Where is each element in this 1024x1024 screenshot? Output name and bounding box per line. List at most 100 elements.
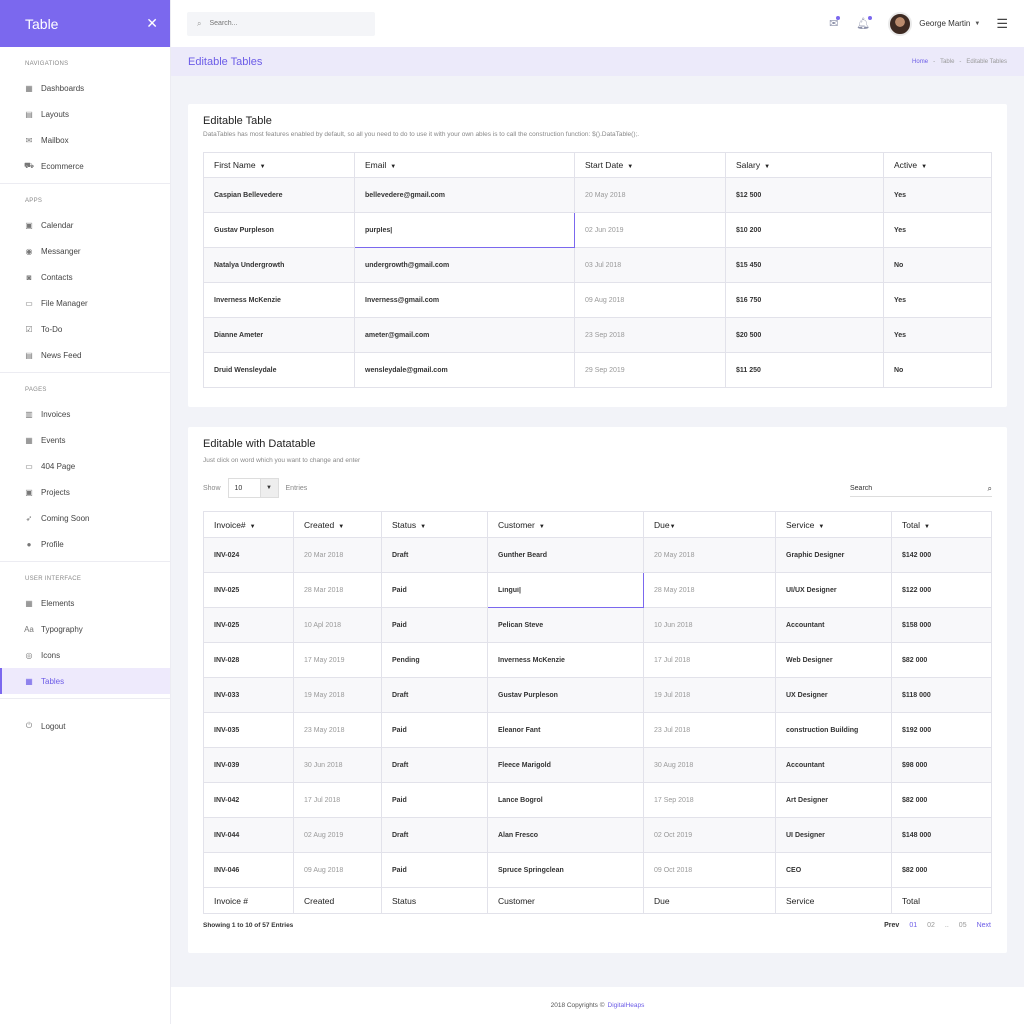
column-header[interactable]: Invoice# ▼ [203, 511, 294, 538]
table-cell[interactable]: INV-025 [203, 572, 294, 608]
table-cell[interactable]: $82 000 [891, 782, 992, 818]
table-cell[interactable]: 17 Sep 2018 [643, 782, 776, 818]
table-cell[interactable]: Yes [883, 317, 992, 353]
table-cell[interactable]: 09 Oct 2018 [643, 852, 776, 888]
table-cell[interactable]: INV-028 [203, 642, 294, 678]
sidebar-item-to-do[interactable]: ☑ To-Do [0, 316, 170, 342]
table-cell[interactable]: $82 000 [891, 852, 992, 888]
table-cell[interactable]: UI Designer [775, 817, 892, 853]
column-header[interactable]: Start Date ▼ [574, 152, 726, 178]
table-cell[interactable]: INV-035 [203, 712, 294, 748]
page-button[interactable]: 05 [958, 922, 967, 929]
table-cell[interactable]: bellevedere@gmail.com [354, 177, 575, 213]
table-cell[interactable]: 23 Jul 2018 [643, 712, 776, 748]
table-cell[interactable]: wensleydale@gmail.com [354, 352, 575, 388]
column-header[interactable]: Due▼ [643, 511, 776, 538]
prev-page-button[interactable]: Prev [884, 922, 900, 929]
collapse-icon[interactable]: ✕ [146, 15, 158, 31]
table-cell[interactable]: No [883, 247, 992, 283]
table-cell[interactable]: $122 000 [891, 572, 992, 608]
breadcrumb-section[interactable]: Table [940, 58, 955, 65]
table-cell[interactable]: 17 Jul 2018 [293, 782, 382, 818]
sidebar-item-icons[interactable]: ◎ Icons [0, 642, 170, 668]
table-cell[interactable]: Yes [883, 282, 992, 318]
column-header[interactable]: First Name ▼ [203, 152, 355, 178]
table-cell[interactable]: $82 000 [891, 642, 992, 678]
page-button[interactable]: 02 [927, 922, 935, 929]
table-cell[interactable]: Draft [381, 537, 488, 573]
sidebar-item-coming-soon[interactable]: ➶ Coming Soon [0, 505, 170, 531]
table-cell[interactable]: $148 000 [891, 817, 992, 853]
sidebar-item-elements[interactable]: ▦ Elements [0, 590, 170, 616]
table-cell[interactable]: INV-025 [203, 607, 294, 643]
mail-notification-icon[interactable]: ✉ [829, 16, 841, 30]
table-cell[interactable]: ameter@gmail.com [354, 317, 575, 353]
table-cell[interactable]: $118 000 [891, 677, 992, 713]
table-cell[interactable]: 19 Jul 2018 [643, 677, 776, 713]
sidebar-item-calendar[interactable]: ▣ Calendar [0, 212, 170, 238]
column-header[interactable]: Active ▼ [883, 152, 992, 178]
table-cell[interactable]: INV-039 [203, 747, 294, 783]
column-header[interactable]: Status ▼ [381, 511, 488, 538]
sidebar-item-invoices[interactable]: ▥ Invoices [0, 401, 170, 427]
table-cell[interactable]: 02 Aug 2019 [293, 817, 382, 853]
table-cell[interactable]: 09 Aug 2018 [574, 282, 726, 318]
table-cell[interactable]: UX Designer [775, 677, 892, 713]
sidebar-item-news-feed[interactable]: ▤ News Feed [0, 342, 170, 368]
sidebar-item-logout[interactable]: ⏻ Logout [0, 713, 170, 739]
table-cell[interactable]: Yes [883, 177, 992, 213]
column-header[interactable]: Total ▼ [891, 511, 992, 538]
sidebar-item-messanger[interactable]: ◉ Messanger [0, 238, 170, 264]
search-icon[interactable]: ⌕ [987, 483, 992, 493]
table-cell[interactable]: Lance Bogrol [487, 782, 644, 818]
next-page-button[interactable]: Next [976, 922, 991, 929]
cell-edit-input[interactable] [365, 226, 574, 234]
table-cell[interactable]: 10 Jun 2018 [643, 607, 776, 643]
menu-icon[interactable]: ☰ [996, 15, 1008, 31]
table-cell[interactable]: Yes [883, 212, 992, 248]
table-cell[interactable]: CEO [775, 852, 892, 888]
table-cell[interactable]: Druid Wensleydale [203, 352, 355, 388]
entries-select[interactable]: 10 ▼ [227, 478, 279, 498]
sidebar-item-file-manager[interactable]: ▭ File Manager [0, 290, 170, 316]
table-cell[interactable]: Draft [381, 677, 488, 713]
table-cell[interactable]: Caspian Bellevedere [203, 177, 355, 213]
table-cell[interactable]: Pending [381, 642, 488, 678]
sidebar-item-profile[interactable]: ● Profile [0, 531, 170, 557]
table-cell[interactable]: Alan Fresco [487, 817, 644, 853]
table-cell[interactable]: UI/UX Designer [775, 572, 892, 608]
table-cell[interactable]: INV-042 [203, 782, 294, 818]
table-cell[interactable]: 20 Mar 2018 [293, 537, 382, 573]
table-cell[interactable]: Paid [381, 572, 488, 608]
table-cell[interactable]: Accountant [775, 607, 892, 643]
table-cell[interactable]: 10 Apl 2018 [293, 607, 382, 643]
cell-edit-input[interactable] [498, 586, 643, 594]
table-cell[interactable]: Gustav Purpleson [203, 212, 355, 248]
sidebar-item-typography[interactable]: Aa Typography [0, 616, 170, 642]
table-cell[interactable]: Gustav Purpleson [487, 677, 644, 713]
table-cell[interactable]: 19 May 2018 [293, 677, 382, 713]
table-cell[interactable]: $12 500 [725, 177, 884, 213]
table-cell[interactable]: 20 May 2018 [643, 537, 776, 573]
sidebar-item-tables[interactable]: ▦ Tables [0, 668, 170, 694]
table-cell[interactable]: 28 May 2018 [643, 572, 776, 608]
sidebar-item-ecommerce[interactable]: ⛟ Ecommerce [0, 153, 170, 179]
table-cell[interactable]: Paid [381, 782, 488, 818]
table-cell[interactable]: Graphic Designer [775, 537, 892, 573]
table-cell[interactable]: $158 000 [891, 607, 992, 643]
table-cell[interactable]: undergrowth@gmail.com [354, 247, 575, 283]
table-cell[interactable]: 30 Jun 2018 [293, 747, 382, 783]
table-cell[interactable]: $15 450 [725, 247, 884, 283]
table-cell-editing[interactable] [487, 572, 644, 608]
table-cell[interactable]: Inverness McKenzie [487, 642, 644, 678]
table-cell[interactable]: $11 250 [725, 352, 884, 388]
column-header[interactable]: Email ▼ [354, 152, 575, 178]
table-cell[interactable]: $10 200 [725, 212, 884, 248]
table-cell[interactable]: 17 May 2019 [293, 642, 382, 678]
table-cell[interactable]: Draft [381, 747, 488, 783]
column-header[interactable]: Customer ▼ [487, 511, 644, 538]
table-search-input[interactable] [850, 485, 988, 492]
table-cell[interactable]: Eleanor Fant [487, 712, 644, 748]
table-cell[interactable]: Dianne Ameter [203, 317, 355, 353]
table-cell[interactable]: 23 May 2018 [293, 712, 382, 748]
